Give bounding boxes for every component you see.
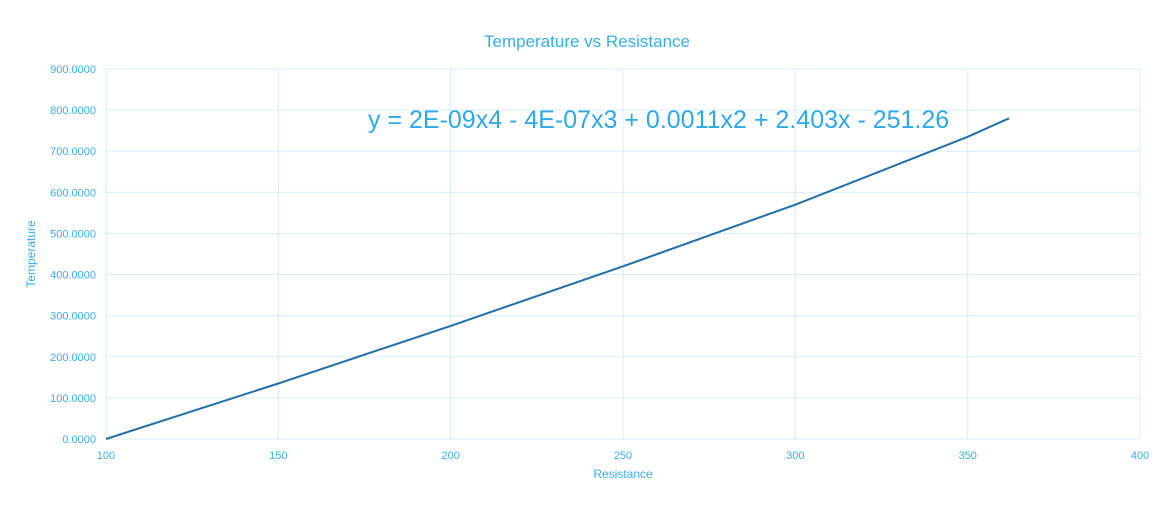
y-tick-label: 800.0000 xyxy=(50,105,96,117)
y-tick-label: 300.0000 xyxy=(50,311,96,323)
x-tick-label: 400 xyxy=(1131,450,1149,462)
y-tick-label: 100.0000 xyxy=(50,393,96,405)
y-axis-label: Temperature xyxy=(24,220,38,288)
x-axis-label: Resistance xyxy=(593,467,653,481)
trendline-equation: y = 2E-09x4 - 4E-07x3 + 0.0011x2 + 2.403… xyxy=(368,106,949,134)
x-tick-label: 200 xyxy=(441,450,459,462)
y-tick-label: 200.0000 xyxy=(50,352,96,364)
x-tick-label: 150 xyxy=(269,450,287,462)
chart-title: Temperature vs Resistance xyxy=(484,32,690,51)
y-tick-label: 500.0000 xyxy=(50,228,96,240)
y-tick-label: 400.0000 xyxy=(50,270,96,282)
series-line xyxy=(105,117,1010,440)
x-tick-label: 300 xyxy=(786,450,804,462)
grid xyxy=(105,68,1141,440)
tick-labels: 0.0000 100.0000 200.0000 300.0000 400.0000 50… xyxy=(50,64,1149,462)
x-tick-label: 350 xyxy=(958,450,976,462)
series xyxy=(105,117,1010,440)
y-tick-label: 600.0000 xyxy=(50,187,96,199)
y-tick-label: 700.0000 xyxy=(50,146,96,158)
x-tick-label: 100 xyxy=(97,450,115,462)
y-tick-label: 0.0000 xyxy=(62,434,96,446)
y-tick-label: 900.0000 xyxy=(50,64,96,76)
x-tick-label: 250 xyxy=(614,450,632,462)
